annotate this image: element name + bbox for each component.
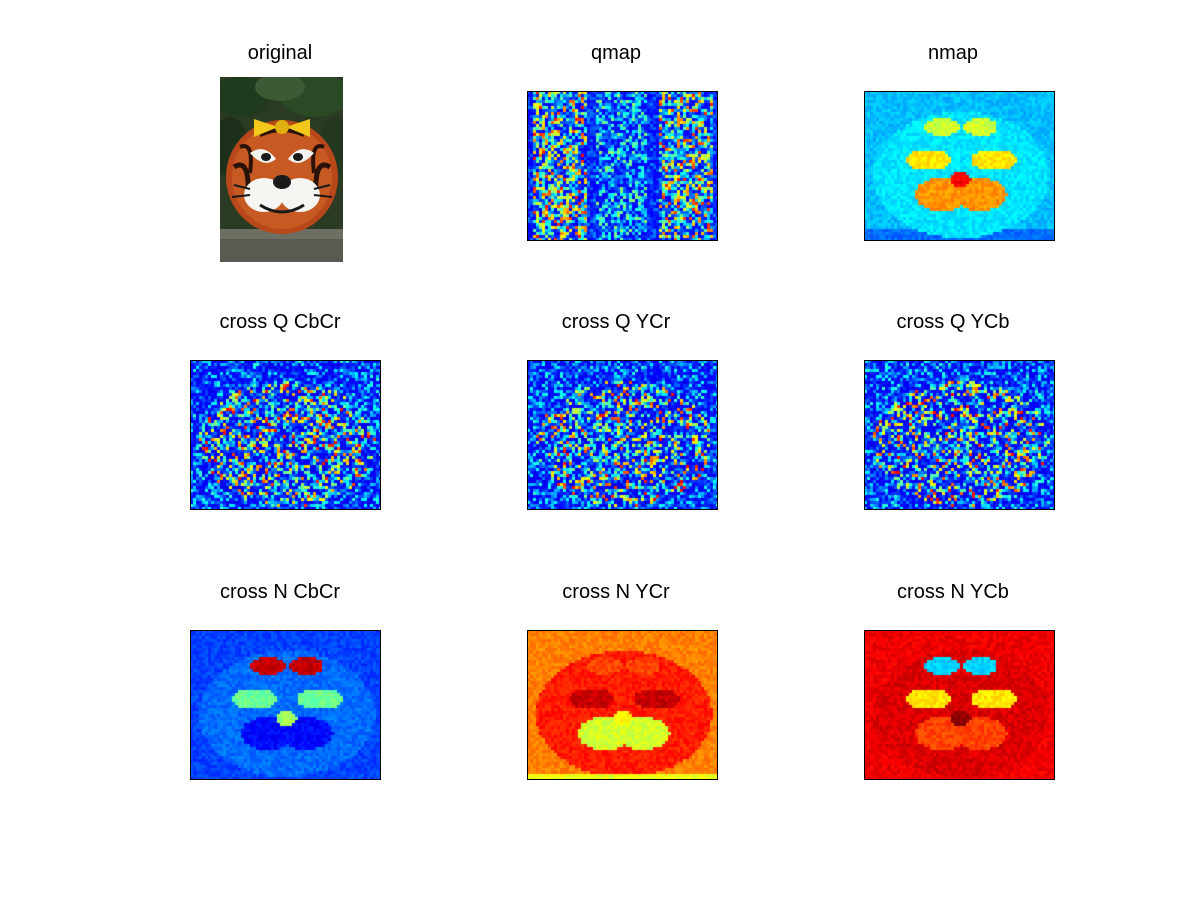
panel-title-cross-q-ycr: cross Q YCr [561, 311, 671, 333]
panel-title-cross-q-ycb: cross Q YCb [896, 311, 1010, 333]
panel-title-cross-q-cbcr: cross Q CbCr [219, 311, 341, 333]
panel-title-qmap: qmap [590, 42, 642, 64]
panel-title-cross-n-ycb: cross N YCb [897, 581, 1009, 603]
heatmap-cross-q-ycb [864, 360, 1055, 510]
photo-original [220, 77, 343, 262]
panel-title-cross-n-ycr: cross N YCr [562, 581, 670, 603]
heatmap-cross-n-cbcr [190, 630, 381, 780]
heatmap-cross-q-cbcr [190, 360, 381, 510]
heatmap-cross-n-ycr [527, 630, 718, 780]
heatmap-nmap [864, 91, 1055, 241]
panel-title-cross-n-cbcr: cross N CbCr [219, 581, 340, 603]
panel-title-original: original [247, 42, 313, 64]
heatmap-cross-n-ycb [864, 630, 1055, 780]
panel-title-nmap: nmap [927, 42, 979, 64]
heatmap-cross-q-ycr [527, 360, 718, 510]
heatmap-qmap [527, 91, 718, 241]
